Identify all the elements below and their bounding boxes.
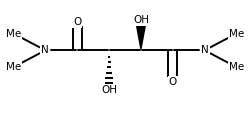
Text: O: O [169, 77, 177, 87]
Polygon shape [136, 25, 145, 49]
Text: Me: Me [229, 29, 244, 39]
Text: O: O [73, 17, 81, 27]
Text: Me: Me [6, 62, 21, 72]
Text: Me: Me [6, 29, 21, 39]
Text: OH: OH [101, 85, 117, 95]
Text: OH: OH [133, 15, 149, 25]
Text: N: N [42, 45, 49, 55]
Text: Me: Me [229, 62, 244, 72]
Text: N: N [201, 45, 208, 55]
